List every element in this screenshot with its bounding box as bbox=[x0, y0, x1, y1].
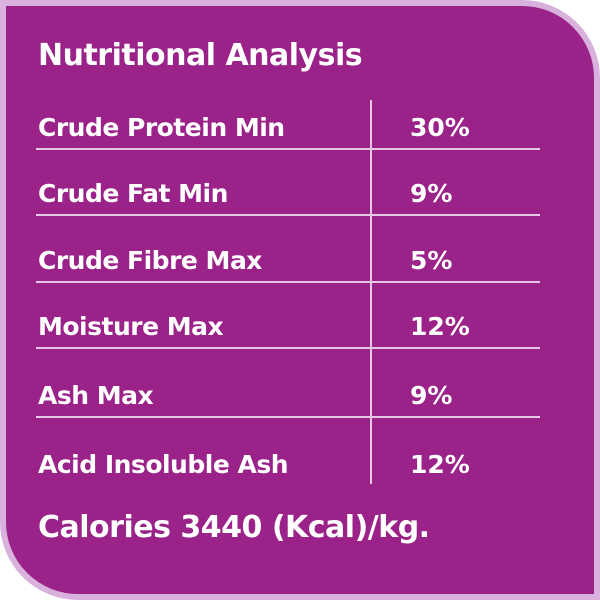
row-value: 30% bbox=[410, 113, 470, 142]
calories: Calories 3440 (Kcal)/kg. bbox=[38, 510, 430, 545]
table-row: Crude Protein Min 30% bbox=[38, 94, 540, 162]
row-label: Crude Protein Min bbox=[38, 113, 285, 142]
row-divider bbox=[36, 148, 540, 150]
row-label: Crude Fat Min bbox=[38, 179, 228, 208]
row-value: 9% bbox=[410, 179, 453, 208]
row-label: Crude Fibre Max bbox=[38, 246, 262, 275]
table-row: Acid Insoluble Ash 12% bbox=[38, 431, 540, 499]
row-label: Acid Insoluble Ash bbox=[38, 450, 289, 479]
table-row: Crude Fibre Max 5% bbox=[38, 227, 540, 295]
row-divider bbox=[36, 281, 540, 283]
row-divider bbox=[36, 214, 540, 216]
row-value: 12% bbox=[410, 312, 470, 341]
row-divider bbox=[36, 416, 540, 418]
table-row: Ash Max 9% bbox=[38, 362, 540, 430]
table-row: Moisture Max 12% bbox=[38, 293, 540, 361]
table-row: Crude Fat Min 9% bbox=[38, 160, 540, 228]
row-value: 9% bbox=[410, 381, 453, 410]
row-value: 5% bbox=[410, 246, 453, 275]
row-divider bbox=[36, 347, 540, 349]
row-label: Ash Max bbox=[38, 381, 154, 410]
title: Nutritional Analysis bbox=[38, 38, 363, 73]
row-value: 12% bbox=[410, 450, 470, 479]
row-label: Moisture Max bbox=[38, 312, 224, 341]
column-divider bbox=[370, 100, 372, 484]
